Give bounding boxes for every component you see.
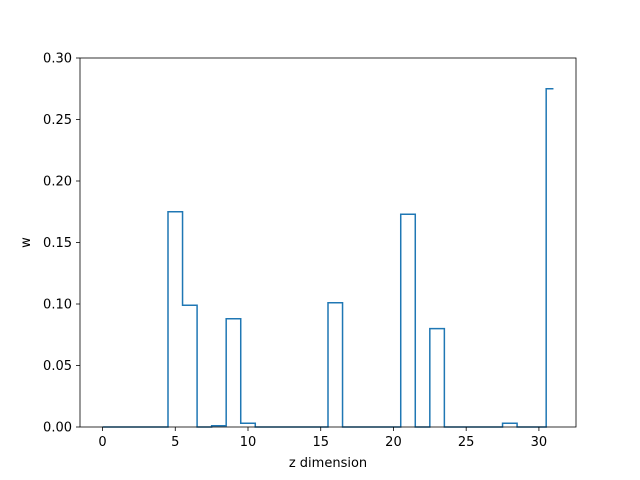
y-tick-label: 0.05 [43,359,72,374]
y-axis: 0.00 0.05 0.10 0.15 0.20 0.25 0.30 [43,52,80,436]
x-tick-label: 5 [171,435,179,450]
y-tick-label: 0.30 [43,52,72,67]
x-tick-label: 10 [240,435,257,450]
y-tick-label: 0.15 [43,236,72,251]
y-tick-label: 0.10 [43,298,72,313]
y-tick-label: 0.00 [43,421,72,436]
x-axis-label: z dimension [289,456,367,471]
y-tick-label: 0.20 [43,175,72,190]
x-tick-label: 25 [458,435,475,450]
series-line [102,88,554,428]
x-tick-label: 20 [385,435,402,450]
x-tick-label: 0 [98,435,106,450]
x-tick-label: 30 [531,435,548,450]
x-axis: 0 5 10 15 20 25 30 [98,427,547,450]
x-tick-label: 15 [312,435,329,450]
y-tick-label: 0.25 [43,113,72,128]
y-axis-label: w [19,237,34,248]
